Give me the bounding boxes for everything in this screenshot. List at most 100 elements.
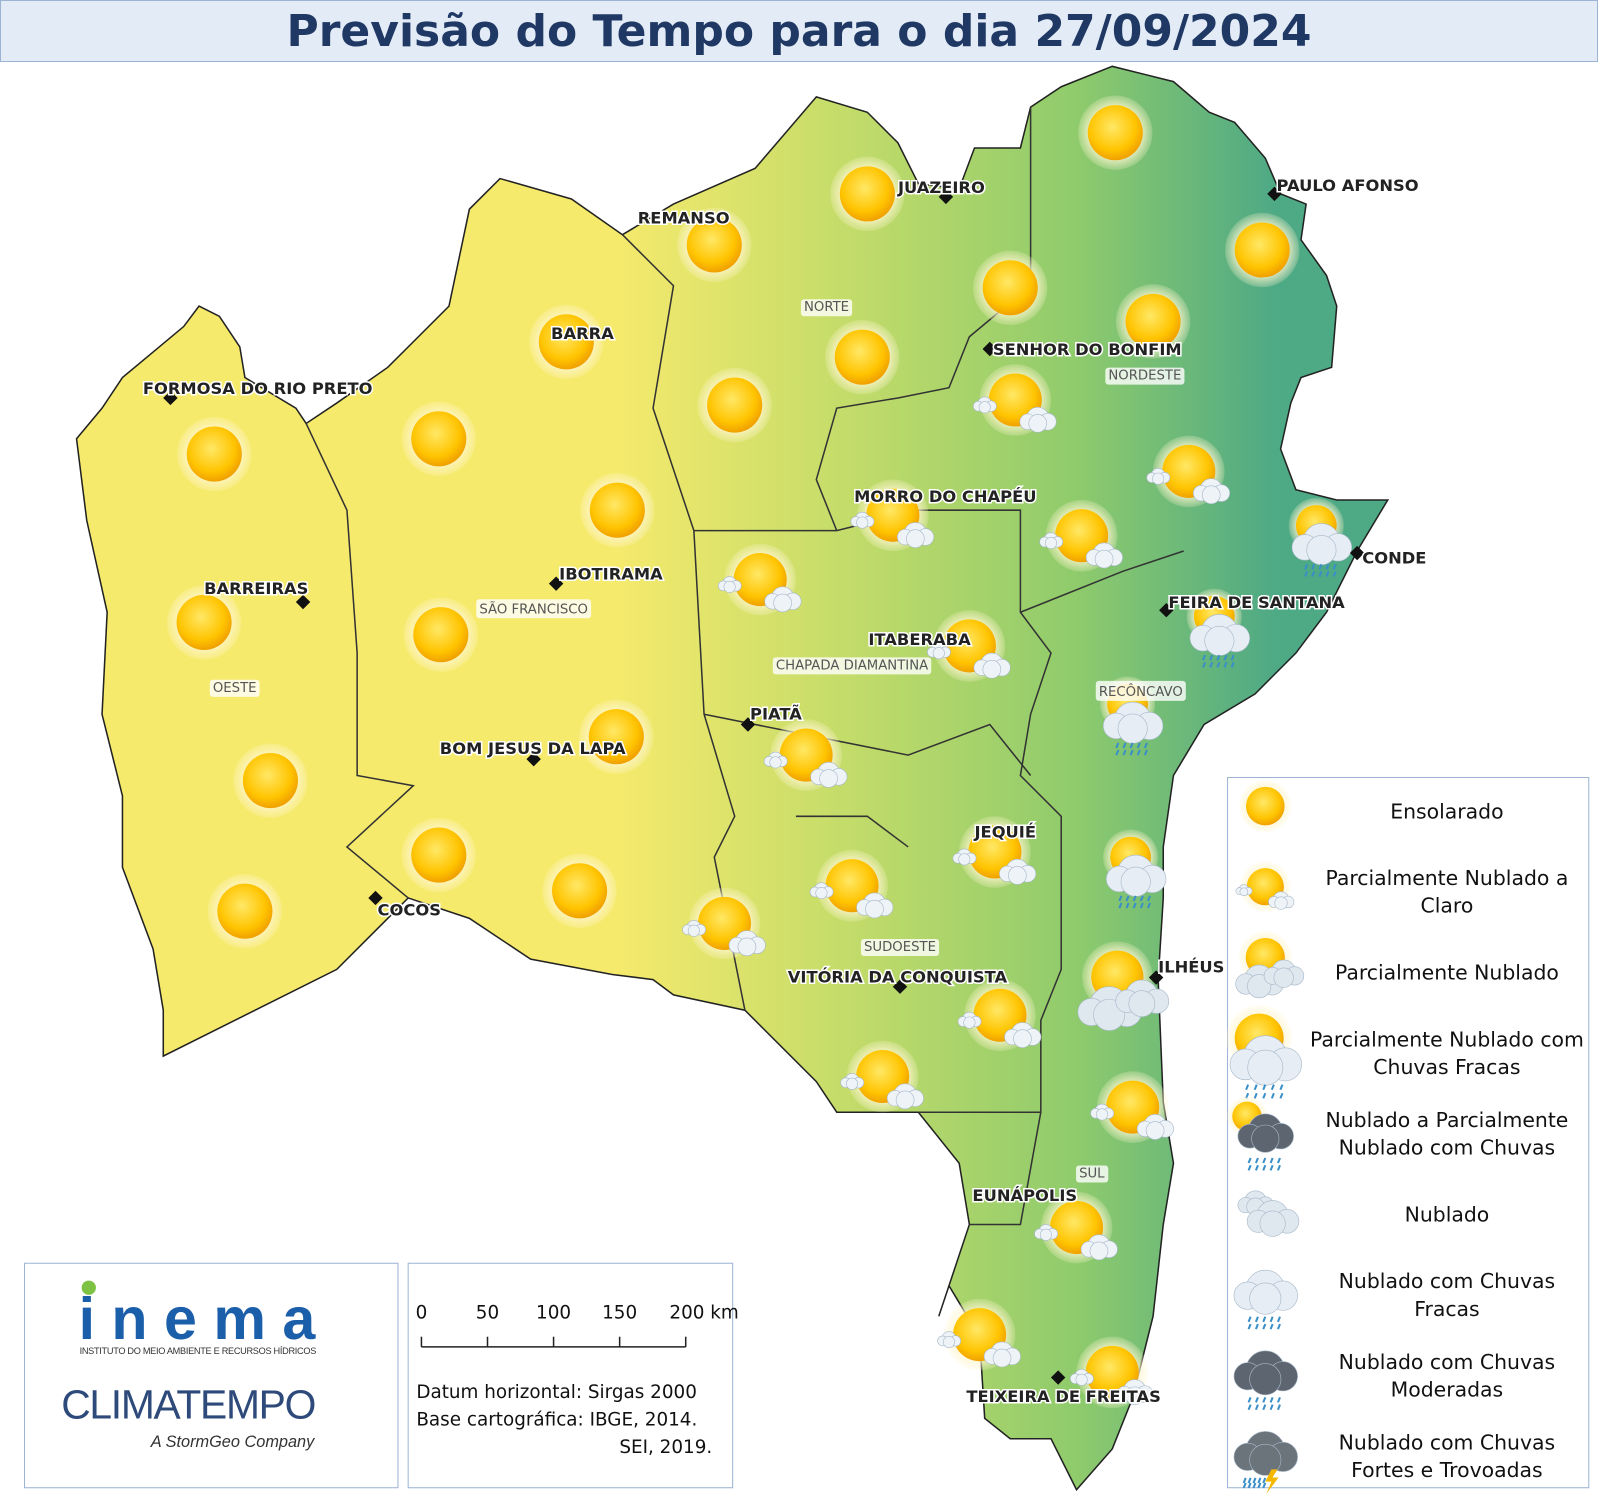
sun (538, 314, 594, 370)
rain (1209, 654, 1214, 661)
rain (1118, 902, 1123, 909)
rain (1254, 1404, 1259, 1411)
legend-label: Claro (1421, 894, 1474, 918)
city-label: BOM JESUS DA LAPA (440, 739, 626, 758)
city-label: ILHÉUS (1158, 957, 1224, 976)
sun (982, 260, 1038, 316)
region-label: SUL (1079, 1167, 1105, 1182)
rain (1254, 1323, 1259, 1330)
rain (1242, 1477, 1247, 1484)
bolt (1265, 1469, 1279, 1494)
rain (1262, 1482, 1267, 1489)
rain (1318, 571, 1323, 577)
rain (1147, 902, 1151, 909)
cloud (773, 593, 792, 613)
cloud (1251, 1124, 1280, 1153)
sun (1234, 222, 1290, 278)
rain (1147, 895, 1151, 902)
city-marker (1050, 1370, 1066, 1385)
cloud (942, 1335, 955, 1348)
rain (1247, 1482, 1252, 1489)
logo-climatempo: CLIMATEMPO (61, 1381, 316, 1427)
rain (1247, 1323, 1252, 1330)
rain (1252, 1477, 1257, 1484)
rain (1216, 654, 1221, 661)
city-marker (526, 751, 541, 767)
rain (1262, 1084, 1267, 1091)
scale-label: 0 (416, 1302, 428, 1323)
city-label: COCOS (378, 900, 441, 919)
sun (176, 594, 232, 650)
legend-label: Nublado com Chuvas (1339, 1136, 1555, 1160)
cloud (1120, 866, 1151, 897)
city-label: FORMOSA DO RIO PRETO (143, 379, 373, 398)
region-label: SUDOESTE (864, 940, 936, 955)
cloud (1125, 1386, 1144, 1406)
rain (1139, 895, 1144, 902)
rain (1202, 661, 1207, 668)
sun (242, 753, 298, 809)
sun (552, 863, 608, 919)
cloud (819, 769, 838, 788)
cloud (1247, 1049, 1284, 1086)
cloud (1249, 1443, 1282, 1476)
overlay (166, 95, 1353, 1409)
sun (707, 377, 763, 433)
rain (1257, 1477, 1262, 1484)
state-outline (75, 65, 1390, 1492)
legend-label: Nublado com Chuvas (1339, 1269, 1555, 1293)
rain (1277, 1396, 1281, 1403)
cloud (815, 886, 828, 900)
sun (1087, 105, 1143, 161)
city-label: SENHOR DO BONFIM (993, 340, 1182, 359)
scale-note: SEI, 2019. (619, 1437, 712, 1458)
city-label: ITABERABA (868, 630, 971, 649)
rain (1318, 563, 1323, 570)
rain (1254, 1316, 1259, 1323)
city-label: JUAZEIRO (897, 178, 985, 197)
rain (1132, 902, 1137, 909)
rain (1139, 902, 1144, 909)
rain (1230, 654, 1235, 661)
sun (589, 482, 645, 538)
legend-label: Fracas (1414, 1297, 1479, 1321)
rain (1230, 661, 1235, 668)
sun (686, 217, 742, 273)
scale-label: 50 (476, 1302, 499, 1323)
region-label: SÃO FRANCISCO (479, 600, 588, 617)
rain (1277, 1316, 1281, 1323)
region-label: NORDESTE (1108, 369, 1181, 384)
title: Previsão do Tempo para o dia 27/09/2024 (0, 0, 1598, 62)
rain (1269, 1396, 1274, 1403)
rain (1277, 1404, 1281, 1411)
city-marker (1148, 970, 1164, 985)
cloud (958, 853, 971, 866)
rain (1129, 749, 1134, 756)
cloud (906, 529, 925, 549)
sun (588, 709, 644, 765)
legend-label: Ensolarado (1390, 799, 1503, 823)
cloud (1249, 1363, 1282, 1396)
scale-label: 150 (602, 1302, 637, 1323)
region-label-bg (860, 938, 940, 957)
scale-label: 100 (536, 1302, 571, 1323)
city-marker (548, 576, 564, 591)
sun (839, 166, 895, 222)
region-label-bg (772, 657, 932, 675)
cloud (1249, 1282, 1282, 1315)
sun (1246, 786, 1285, 826)
cloud (1201, 485, 1221, 505)
city-marker (295, 594, 311, 610)
cloud (1128, 990, 1156, 1018)
rain (1262, 1477, 1267, 1484)
cloud (1259, 1210, 1286, 1237)
city-marker (368, 890, 383, 906)
cloud (723, 580, 736, 593)
rain (1245, 1084, 1250, 1091)
cloud (1096, 1108, 1109, 1121)
rain (1254, 1396, 1259, 1403)
rain (1332, 563, 1337, 570)
scale-note: Datum horizontal: Sirgas 2000 (416, 1382, 697, 1403)
rain (1279, 1084, 1284, 1091)
rain (1311, 571, 1316, 577)
